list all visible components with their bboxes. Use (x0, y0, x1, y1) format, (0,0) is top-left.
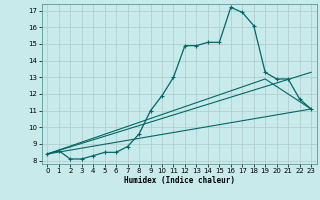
X-axis label: Humidex (Indice chaleur): Humidex (Indice chaleur) (124, 176, 235, 185)
